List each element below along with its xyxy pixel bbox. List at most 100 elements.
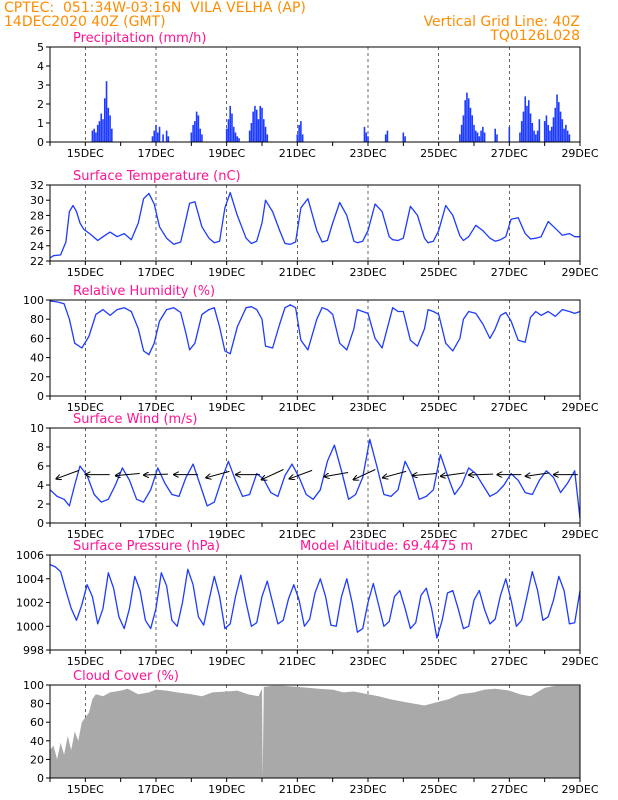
precip-bar bbox=[296, 134, 299, 142]
precip-bar bbox=[363, 126, 366, 142]
y-tick-label: 6 bbox=[37, 460, 44, 473]
panel-title: Surface Temperature (nC) bbox=[73, 169, 241, 184]
x-tick-label: 17DEC bbox=[137, 266, 174, 279]
x-tick-label: 25DEC bbox=[420, 147, 457, 160]
precip-bar bbox=[496, 134, 498, 142]
precip-bar bbox=[257, 119, 260, 142]
precip-bar bbox=[554, 107, 557, 142]
x-tick-label: 21DEC bbox=[279, 783, 316, 796]
precip-bar bbox=[556, 94, 558, 142]
precip-bar bbox=[529, 113, 532, 142]
precip-bar bbox=[236, 136, 239, 142]
panel-annotation: Model Altitude: 69.4475 m bbox=[300, 539, 473, 554]
x-tick-label: 25DEC bbox=[420, 528, 457, 541]
panel-frame bbox=[49, 554, 581, 651]
precip-bar bbox=[566, 130, 569, 142]
y-tick-label: 40 bbox=[30, 735, 44, 748]
precip-bar bbox=[262, 119, 265, 142]
precip-bar bbox=[259, 105, 262, 142]
precip-bar bbox=[527, 100, 530, 142]
y-tick-label: 2 bbox=[37, 498, 44, 511]
precip-bar bbox=[231, 113, 233, 142]
y-tick-label: 0 bbox=[37, 517, 44, 530]
x-tick-label: 23DEC bbox=[349, 401, 386, 414]
precip-bar bbox=[459, 134, 461, 142]
precip-bar bbox=[266, 134, 269, 142]
precip-bar bbox=[460, 124, 463, 142]
x-tick-label: 27DEC bbox=[491, 783, 528, 796]
wind-direction-arrow bbox=[383, 470, 407, 477]
y-tick-label: 22 bbox=[30, 255, 44, 268]
x-tick-label: 19DEC bbox=[208, 655, 245, 668]
wind-direction-arrow bbox=[206, 470, 230, 477]
precip-bar bbox=[194, 121, 196, 142]
y-tick-label: 5 bbox=[37, 41, 44, 54]
precip-bar bbox=[95, 132, 97, 142]
y-tick-label: 0 bbox=[37, 772, 44, 785]
y-tick-label: 30 bbox=[30, 194, 44, 207]
panel-temp: Surface Temperature (nC) 22 24 26 28 30 32 15DE… bbox=[30, 169, 599, 279]
x-tick-label: 17DEC bbox=[137, 147, 174, 160]
precip-bar bbox=[482, 126, 484, 142]
wind-direction-arrow bbox=[262, 469, 284, 480]
precip-bar bbox=[254, 105, 256, 142]
precip-bar bbox=[384, 134, 387, 142]
y-tick-label: 1004 bbox=[16, 573, 44, 586]
y-tick-label: 0 bbox=[37, 390, 44, 403]
y-tick-label: 10 bbox=[30, 422, 44, 435]
precip-bar bbox=[543, 121, 546, 142]
precip-bar bbox=[365, 132, 368, 142]
precip-bar bbox=[473, 124, 475, 142]
x-tick-label: 23DEC bbox=[349, 655, 386, 668]
y-tick-label: 60 bbox=[30, 332, 44, 345]
precip-bar bbox=[153, 130, 156, 142]
wind-direction-arrow bbox=[290, 469, 313, 478]
precip-bar bbox=[533, 130, 535, 142]
x-tick-label: 19DEC bbox=[208, 783, 245, 796]
precip-bar bbox=[469, 107, 472, 142]
precip-bar bbox=[158, 126, 161, 142]
x-tick-label: 25DEC bbox=[420, 783, 457, 796]
wind-direction-arrow bbox=[441, 472, 465, 476]
precip-bar bbox=[568, 134, 571, 142]
precip-bar bbox=[93, 128, 95, 142]
y-tick-label: 20 bbox=[30, 753, 44, 766]
precip-bar bbox=[199, 128, 201, 142]
precip-bar bbox=[300, 121, 302, 142]
precip-bar bbox=[402, 132, 405, 142]
precip-bar bbox=[162, 134, 164, 142]
y-tick-label: 4 bbox=[37, 60, 44, 73]
precip-bar bbox=[197, 115, 200, 142]
y-tick-label: 26 bbox=[30, 225, 44, 238]
panel-title: Cloud Cover (%) bbox=[73, 669, 179, 684]
x-tick-label: 27DEC bbox=[491, 528, 528, 541]
precip-bar bbox=[563, 128, 565, 142]
y-tick-label: 40 bbox=[30, 352, 44, 365]
x-tick-label: 15DEC bbox=[67, 147, 104, 160]
precip-bar bbox=[301, 134, 304, 142]
precip-bar bbox=[550, 126, 553, 142]
x-tick-label: 25DEC bbox=[420, 266, 457, 279]
wind-series-line bbox=[49, 438, 581, 519]
precip-bar bbox=[96, 124, 99, 142]
wind-direction-arrow bbox=[56, 469, 80, 478]
precip-bar bbox=[565, 124, 567, 142]
y-tick-label: 28 bbox=[30, 209, 44, 222]
precip-bar bbox=[466, 92, 468, 142]
precip-bar bbox=[201, 134, 203, 142]
x-tick-label: 15DEC bbox=[67, 655, 104, 668]
precip-bar bbox=[100, 113, 103, 142]
y-tick-label: 0 bbox=[37, 136, 44, 149]
panel-title: Surface Wind (m/s) bbox=[73, 412, 197, 427]
panel-frame bbox=[49, 46, 581, 143]
precip-bar bbox=[547, 124, 549, 142]
x-tick-label: 19DEC bbox=[208, 147, 245, 160]
y-tick-label: 1002 bbox=[16, 597, 44, 610]
precip-bar bbox=[107, 107, 110, 142]
precip-bar bbox=[476, 132, 479, 142]
y-tick-label: 32 bbox=[30, 179, 44, 192]
wind-direction-arrow bbox=[144, 474, 169, 475]
precip-bar bbox=[98, 121, 101, 142]
precip-bar bbox=[190, 132, 193, 142]
precip-bar bbox=[91, 130, 94, 142]
